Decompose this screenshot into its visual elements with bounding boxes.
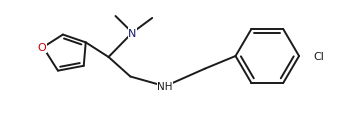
Text: O: O [38,43,46,53]
Text: NH: NH [157,82,173,91]
Text: N: N [128,28,137,38]
Text: Cl: Cl [313,52,324,61]
